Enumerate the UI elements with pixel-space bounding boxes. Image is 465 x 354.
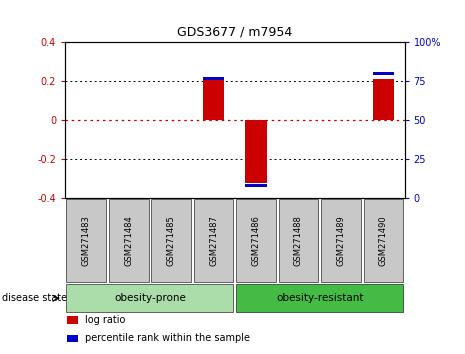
Text: GSM271486: GSM271486 [252,215,260,266]
Bar [203,77,224,80]
Text: log ratio: log ratio [85,315,125,325]
Bar [373,80,394,120]
Text: GSM271489: GSM271489 [336,215,345,266]
Text: GSM271490: GSM271490 [379,215,388,266]
Text: GSM271488: GSM271488 [294,215,303,266]
Text: GSM271485: GSM271485 [166,215,176,266]
Bar [246,120,266,183]
Text: GSM271484: GSM271484 [124,215,133,266]
Text: GSM271483: GSM271483 [82,215,91,266]
Text: percentile rank within the sample: percentile rank within the sample [85,333,250,343]
Title: GDS3677 / m7954: GDS3677 / m7954 [177,25,292,39]
Text: GSM271487: GSM271487 [209,215,218,266]
Bar [373,72,394,75]
Text: obesity-prone: obesity-prone [114,293,186,303]
Text: obesity-resistant: obesity-resistant [276,293,364,303]
Bar [246,184,266,187]
Text: disease state: disease state [2,293,67,303]
Bar [203,80,224,120]
